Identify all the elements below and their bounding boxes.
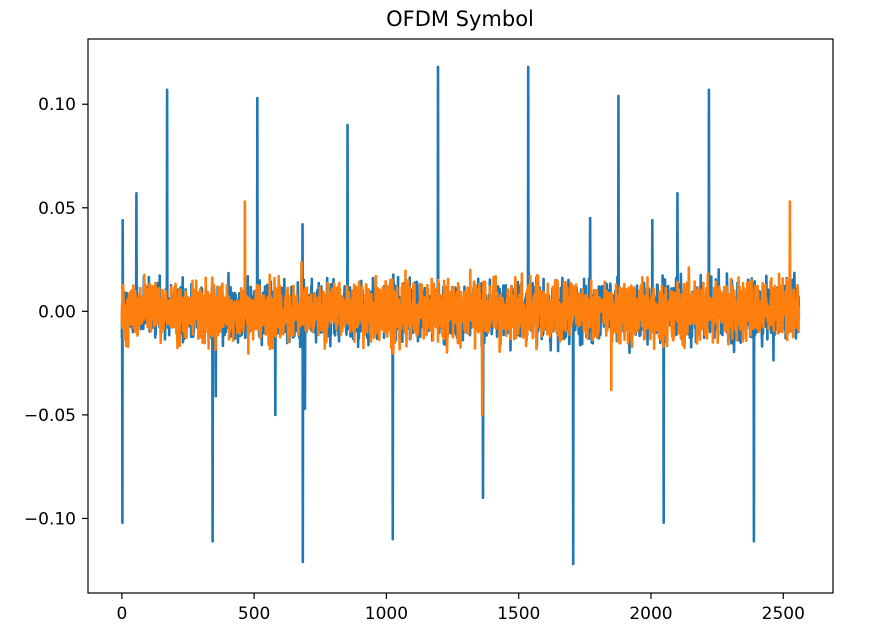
x-tick-label: 1000	[365, 604, 408, 624]
series-layer	[120, 65, 801, 566]
x-tick-label: 500	[238, 604, 270, 624]
x-tick-label: 1500	[497, 604, 540, 624]
plot-frame	[87, 38, 834, 594]
chart-title: OFDM Symbol	[386, 7, 534, 31]
series-2-line	[120, 200, 801, 417]
y-tick-label: −0.05	[24, 406, 76, 426]
y-tick-label: 0.10	[38, 95, 76, 115]
x-tick-label: 0	[116, 604, 127, 624]
y-tick-label: 0.05	[38, 199, 76, 219]
x-tick-label: 2500	[762, 604, 805, 624]
y-axis: −0.10 −0.05 0.00 0.05 0.10	[24, 95, 88, 529]
x-axis: 0 500 1000 1500 2000 2500	[116, 593, 805, 624]
x-tick-label: 2000	[629, 604, 672, 624]
y-tick-label: 0.00	[38, 302, 76, 322]
y-tick-label: −0.10	[24, 509, 76, 529]
